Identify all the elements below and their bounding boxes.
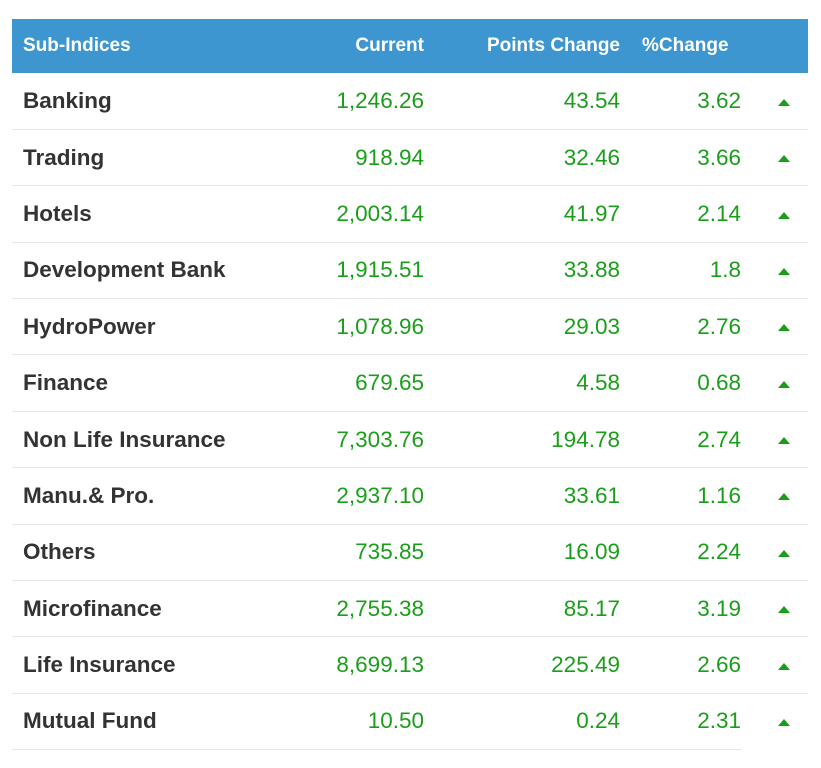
pct-change-value: 1.16 <box>620 467 741 525</box>
points-change-value: 43.54 <box>424 73 620 130</box>
pct-change-value: 1.8 <box>620 242 741 300</box>
table-header-row: Sub-Indices Current Points Change %Chang… <box>12 19 809 73</box>
trend-cell <box>741 693 808 749</box>
table-row: Development Bank 1,915.51 33.88 1.8 <box>12 242 809 300</box>
table-row: Manu.& Pro. 2,937.10 33.61 1.16 <box>12 467 809 525</box>
points-change-value: 4.58 <box>424 354 620 412</box>
table-body: Banking 1,246.26 43.54 3.62 Trading 918.94 32.… <box>12 73 809 751</box>
table-row: Life Insurance 8,699.13 225.49 2.66 <box>12 636 809 694</box>
points-change-value: 33.88 <box>424 242 620 300</box>
pct-change-value: 2.31 <box>620 693 741 751</box>
current-value: 1,246.26 <box>276 73 424 130</box>
sub-index-name: Manu.& Pro. <box>12 467 276 525</box>
current-value: 735.85 <box>276 524 424 582</box>
triangle-up-icon <box>777 606 790 614</box>
sub-index-name: Life Insurance <box>12 636 276 694</box>
points-change-value: 194.78 <box>424 411 620 469</box>
trend-cell <box>741 580 809 638</box>
table-row: Mutual Fund 10.50 0.24 2.31 <box>12 693 808 751</box>
sub-index-name: Development Bank <box>12 242 276 300</box>
current-value: 1,078.96 <box>276 298 424 356</box>
triangle-up-icon <box>777 437 790 445</box>
pct-change-value: 2.76 <box>620 298 741 356</box>
sub-index-name: Finance <box>12 354 276 412</box>
trend-cell <box>741 242 809 300</box>
trend-cell <box>741 185 809 243</box>
sub-index-name: HydroPower <box>12 298 276 356</box>
trend-cell <box>741 298 809 356</box>
table-row: Trading 918.94 32.46 3.66 <box>12 129 809 187</box>
sub-index-name: Hotels <box>12 185 276 243</box>
points-change-value: 32.46 <box>424 129 620 187</box>
trend-cell <box>741 129 809 187</box>
triangle-up-icon <box>777 493 790 501</box>
points-change-value: 33.61 <box>424 467 620 525</box>
pct-change-value: 2.66 <box>620 636 741 694</box>
sub-index-name: Others <box>12 524 276 582</box>
triangle-up-icon <box>777 380 790 388</box>
triangle-up-icon <box>777 324 790 332</box>
triangle-up-icon <box>777 98 790 106</box>
trend-cell <box>741 524 809 582</box>
table-row: Others 735.85 16.09 2.24 <box>12 524 809 582</box>
table-row: Non Life Insurance 7,303.76 194.78 2.74 <box>12 411 809 469</box>
current-value: 2,937.10 <box>276 467 424 525</box>
pct-change-value: 3.19 <box>620 580 741 638</box>
sub-index-name: Banking <box>12 73 276 130</box>
points-change-value: 85.17 <box>424 580 620 638</box>
current-value: 2,003.14 <box>276 185 424 243</box>
current-value: 8,699.13 <box>276 636 424 694</box>
trend-cell <box>741 73 809 130</box>
header-points-change: Points Change <box>486 35 620 56</box>
triangle-up-icon <box>777 267 790 275</box>
trend-cell <box>741 411 809 469</box>
header-pct-change: %Change <box>642 35 729 56</box>
pct-change-value: 3.62 <box>620 73 741 130</box>
triangle-up-icon <box>777 211 790 219</box>
current-value: 1,915.51 <box>276 242 424 300</box>
pct-change-value: 2.74 <box>620 411 741 469</box>
current-value: 918.94 <box>276 129 424 187</box>
pct-change-value: 2.14 <box>620 185 741 243</box>
header-current: Current <box>355 35 424 56</box>
points-change-value: 41.97 <box>424 185 620 243</box>
current-value: 2,755.38 <box>276 580 424 638</box>
current-value: 7,303.76 <box>276 411 424 469</box>
sub-indices-table: Sub-Indices Current Points Change %Chang… <box>12 19 809 751</box>
sub-index-name: Microfinance <box>12 580 276 638</box>
sub-index-name: Non Life Insurance <box>12 411 276 469</box>
triangle-up-icon <box>777 719 790 727</box>
pct-change-value: 3.66 <box>620 129 741 187</box>
table-row: Finance 679.65 4.58 0.68 <box>12 354 809 412</box>
pct-change-value: 2.24 <box>620 524 741 582</box>
triangle-up-icon <box>777 155 790 163</box>
points-change-value: 29.03 <box>424 298 620 356</box>
sub-index-name: Trading <box>12 129 276 187</box>
trend-cell <box>741 354 809 412</box>
pct-change-value: 0.68 <box>620 354 741 412</box>
current-value: 679.65 <box>276 354 424 412</box>
triangle-up-icon <box>777 662 790 670</box>
table-row: HydroPower 1,078.96 29.03 2.76 <box>12 298 809 356</box>
table-row: Hotels 2,003.14 41.97 2.14 <box>12 185 809 243</box>
points-change-value: 0.24 <box>424 693 620 751</box>
sub-indices-table-container: Sub-Indices Current Points Change %Chang… <box>12 19 809 751</box>
sub-index-name: Mutual Fund <box>12 693 276 751</box>
current-value: 10.50 <box>276 693 424 751</box>
trend-cell <box>741 636 809 694</box>
triangle-up-icon <box>777 549 790 557</box>
trend-cell <box>741 467 809 525</box>
header-sub-indices: Sub-Indices <box>23 35 131 56</box>
points-change-value: 225.49 <box>424 636 620 694</box>
table-row: Microfinance 2,755.38 85.17 3.19 <box>12 580 809 638</box>
table-row: Banking 1,246.26 43.54 3.62 <box>12 73 809 130</box>
points-change-value: 16.09 <box>424 524 620 582</box>
